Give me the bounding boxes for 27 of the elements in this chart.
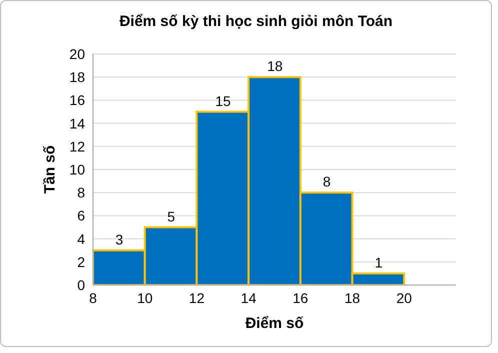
y-tick-label: 10: [69, 161, 86, 178]
x-tick-label: 10: [137, 290, 153, 306]
y-tick-label: 0: [77, 276, 86, 293]
data-label: 8: [322, 174, 331, 190]
y-tick-label: 6: [77, 208, 86, 224]
data-label: 5: [167, 208, 176, 224]
y-tick-label: 16: [69, 92, 86, 108]
y-tick-label: 20: [69, 46, 86, 62]
x-tick-label: 8: [89, 290, 98, 306]
x-tick-label: 16: [292, 290, 308, 306]
data-label: 3: [115, 231, 124, 248]
x-tick-label: 12: [188, 290, 205, 306]
x-tick-label: 20: [396, 290, 412, 306]
x-tick-label: 14: [240, 290, 257, 306]
y-tick-label: 14: [69, 115, 86, 132]
data-label: 15: [215, 92, 232, 109]
data-label: 18: [267, 58, 283, 74]
y-tick-label: 12: [69, 138, 86, 154]
y-tick-label: 2: [77, 254, 86, 270]
x-tick-label: 18: [344, 290, 360, 306]
y-axis-title: Tần số: [41, 145, 58, 194]
data-label: 1: [374, 254, 383, 270]
chart-title: Điểm số kỳ thi học sinh giỏi môn Toán: [118, 13, 394, 30]
y-tick-label: 18: [69, 69, 86, 86]
x-axis-title: Điểm số: [245, 315, 304, 332]
y-tick-label: 8: [77, 184, 86, 201]
y-tick-label: 4: [77, 230, 86, 247]
